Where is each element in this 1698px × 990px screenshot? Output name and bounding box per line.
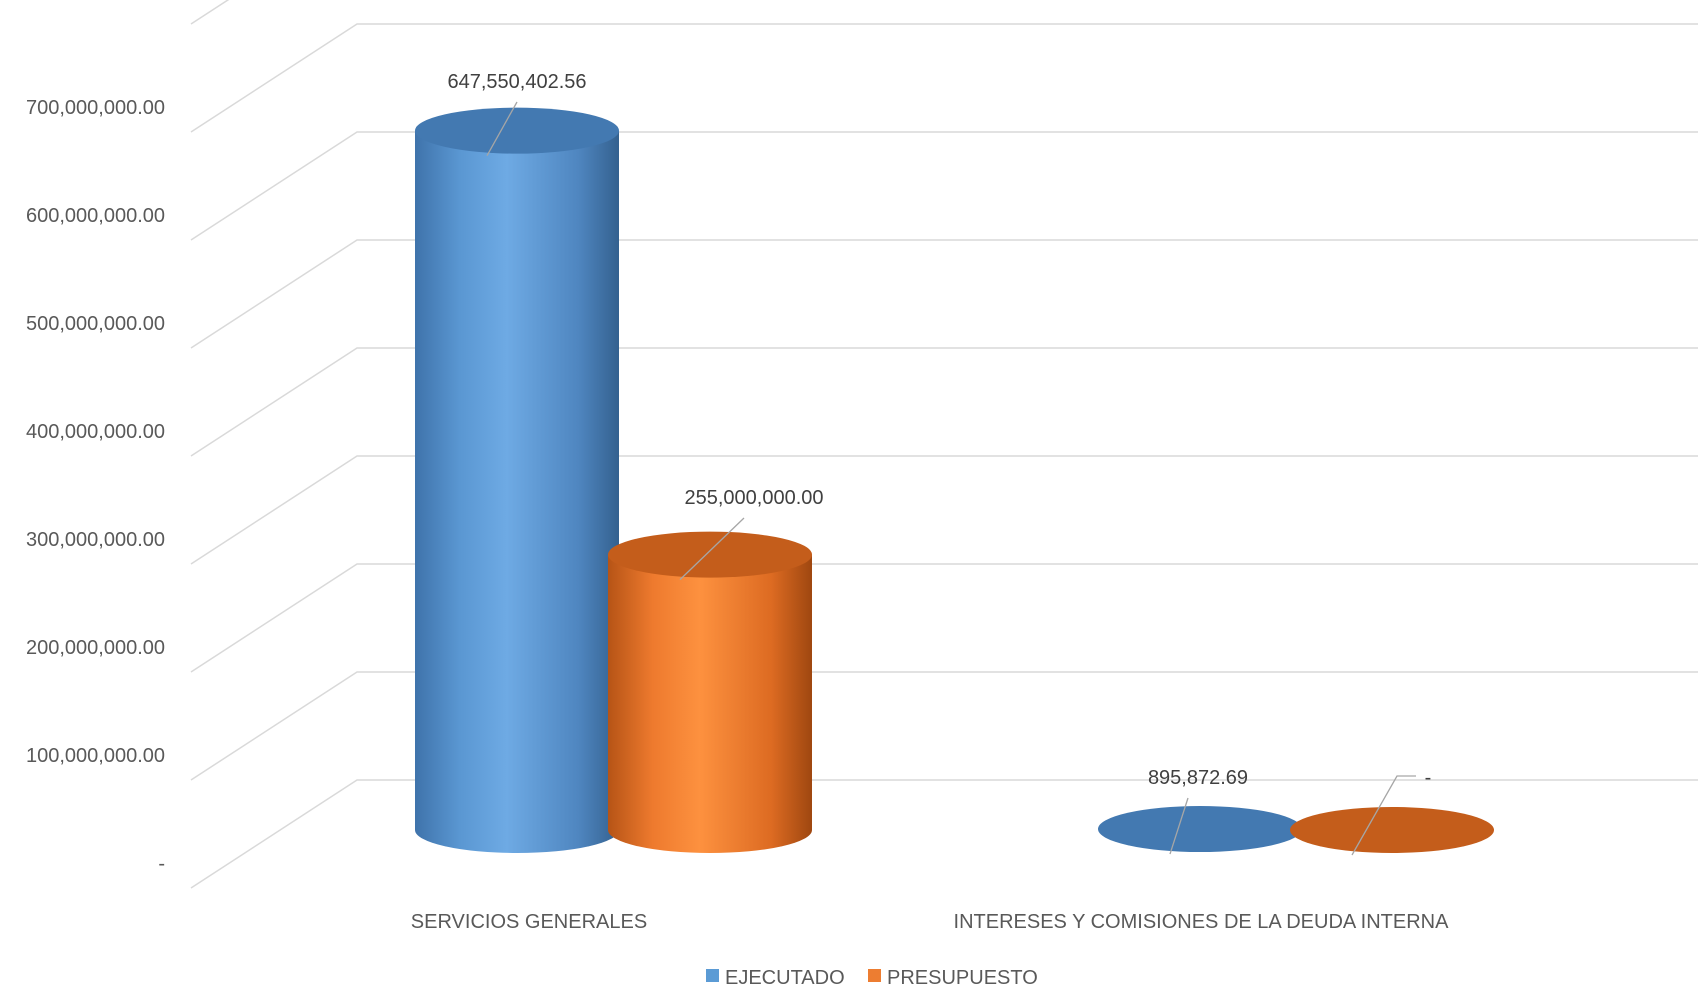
legend-swatch xyxy=(706,969,719,982)
legend-label: PRESUPUESTO xyxy=(887,967,1038,989)
data-label: 647,550,402.56 xyxy=(447,71,586,93)
data-label-leader-line xyxy=(486,101,518,156)
legend-swatch xyxy=(868,969,881,982)
cylinder-top xyxy=(1290,807,1494,853)
cylinder-bar xyxy=(1290,807,1494,853)
y-tick-label: 700,000,000.00 xyxy=(26,97,165,119)
gridline xyxy=(190,563,1698,673)
cylinder-top xyxy=(608,531,812,578)
data-label: 255,000,000.00 xyxy=(684,487,823,509)
data-label-leader-line xyxy=(679,517,745,581)
cylinder-bar xyxy=(415,107,619,853)
y-tick-label: 500,000,000.00 xyxy=(26,313,165,335)
y-tick-label: - xyxy=(158,853,165,875)
data-label: 895,872.69 xyxy=(1148,767,1248,789)
legend: EJECUTADO PRESUPUESTO xyxy=(706,967,1038,989)
gridline xyxy=(190,347,1698,457)
cylinder-body xyxy=(608,554,812,853)
gridline xyxy=(190,671,1698,781)
y-tick-label: 300,000,000.00 xyxy=(26,529,165,551)
y-tick-label: 100,000,000.00 xyxy=(26,745,165,767)
cylinder-top xyxy=(415,107,619,154)
cylinder-bar xyxy=(608,531,812,853)
data-label-leader-line xyxy=(1169,797,1189,855)
y-tick-label: 600,000,000.00 xyxy=(26,205,165,227)
category-labels: SERVICIOS GENERALES INTERESES Y COMISIONE… xyxy=(411,911,1449,933)
y-tick-label: 200,000,000.00 xyxy=(26,637,165,659)
cylinder-top xyxy=(1098,806,1302,853)
gridline xyxy=(190,131,1698,241)
y-tick-label: 400,000,000.00 xyxy=(26,421,165,443)
data-labels: 647,550,402.56 255,000,000.00 895,872.69 - xyxy=(447,71,1432,856)
bars xyxy=(415,107,1494,853)
data-label: - xyxy=(1425,767,1432,789)
gridline xyxy=(190,0,230,25)
legend-item: EJECUTADO xyxy=(706,967,845,989)
gridline xyxy=(190,779,1698,889)
gridline xyxy=(190,23,1698,133)
y-axis-tick-labels: - 100,000,000.00 200,000,000.00 300,000,000… xyxy=(26,97,165,875)
category-label: SERVICIOS GENERALES xyxy=(411,911,647,933)
gridline xyxy=(190,455,1698,565)
legend-item: PRESUPUESTO xyxy=(868,967,1038,989)
cylinder-bar xyxy=(1098,806,1302,853)
cylinder-body xyxy=(415,130,619,853)
category-label: INTERESES Y COMISIONES DE LA DEUDA INTER… xyxy=(954,911,1450,933)
legend-label: EJECUTADO xyxy=(725,967,845,989)
gridlines xyxy=(190,0,1698,889)
data-label-leader-line xyxy=(1351,775,1416,856)
gridline xyxy=(190,239,1698,349)
